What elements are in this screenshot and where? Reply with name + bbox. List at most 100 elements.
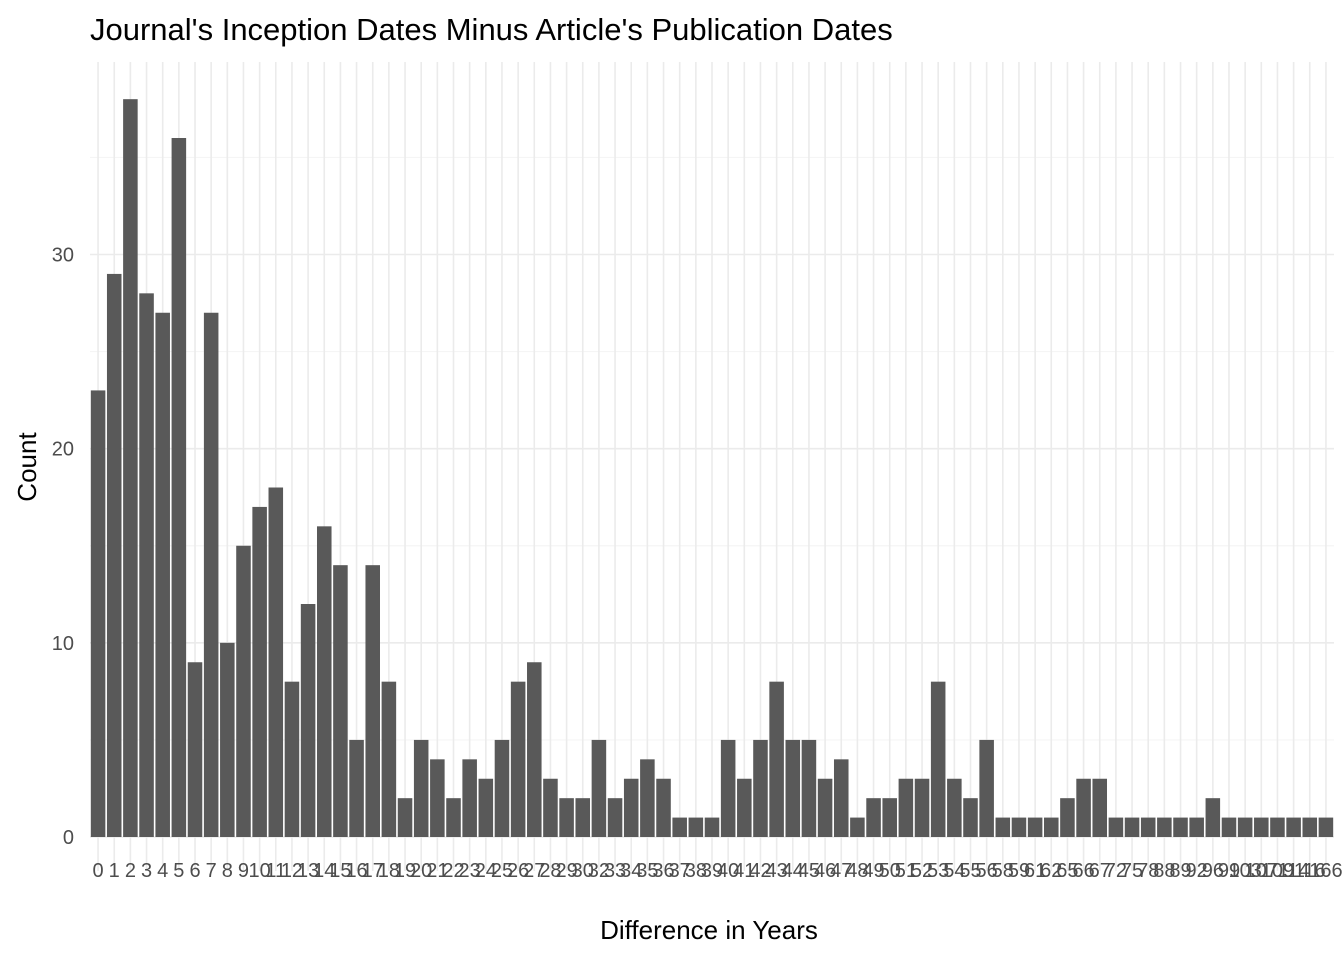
x-tick-label: 4 bbox=[157, 860, 168, 882]
x-tick-label: 29 bbox=[555, 860, 577, 882]
y-axis-title: Count bbox=[12, 432, 42, 502]
x-tick-label: 56 bbox=[976, 860, 998, 882]
bar bbox=[510, 681, 526, 837]
x-tick-label: 49 bbox=[862, 860, 884, 882]
bar bbox=[753, 739, 768, 837]
bar bbox=[1092, 778, 1108, 837]
x-tick-label: 8 bbox=[222, 860, 233, 882]
bar bbox=[607, 798, 623, 837]
x-tick-label: 13 bbox=[297, 860, 319, 882]
bar bbox=[123, 99, 138, 838]
x-tick-label: 6 bbox=[189, 860, 200, 882]
bar bbox=[575, 798, 591, 837]
x-tick-label: 44 bbox=[782, 860, 804, 882]
bar bbox=[785, 739, 801, 837]
bar bbox=[1124, 817, 1140, 837]
bar bbox=[656, 778, 671, 837]
bar bbox=[203, 312, 219, 837]
x-tick-label: 46 bbox=[814, 860, 836, 882]
x-tick-label: 65 bbox=[1056, 860, 1078, 882]
bar bbox=[704, 817, 720, 837]
bar bbox=[462, 759, 477, 837]
bar bbox=[1011, 817, 1027, 837]
x-tick-label: 50 bbox=[879, 860, 901, 882]
x-tick-label: 14 bbox=[313, 860, 335, 882]
x-tick-label: 89 bbox=[1169, 860, 1191, 882]
chart-title: Journal's Inception Dates Minus Article'… bbox=[90, 12, 893, 47]
x-tick-label: 75 bbox=[1121, 860, 1143, 882]
x-tick-label: 61 bbox=[1024, 860, 1046, 882]
bar bbox=[333, 565, 348, 837]
bar bbox=[381, 681, 397, 837]
bar bbox=[979, 739, 994, 837]
bar bbox=[833, 759, 849, 837]
x-tick-label: 5 bbox=[173, 860, 184, 882]
x-tick-label: 35 bbox=[636, 860, 658, 882]
x-tick-label: 55 bbox=[959, 860, 981, 882]
x-tick-label: 114 bbox=[1278, 860, 1310, 882]
x-tick-label: 166 bbox=[1309, 860, 1342, 882]
x-axis-title: Difference in Years bbox=[600, 915, 818, 945]
bar bbox=[769, 681, 784, 837]
bar bbox=[413, 739, 429, 837]
x-tick-label: 33 bbox=[604, 860, 626, 882]
x-tick-label: 28 bbox=[539, 860, 561, 882]
x-tick-label: 15 bbox=[329, 860, 351, 882]
x-tick-label: 19 bbox=[394, 860, 416, 882]
bar bbox=[882, 798, 897, 837]
x-tick-label: 22 bbox=[442, 860, 464, 882]
x-tick-label: 30 bbox=[572, 860, 594, 882]
x-tick-label: 41 bbox=[733, 860, 755, 882]
bar bbox=[430, 759, 445, 837]
bar bbox=[591, 739, 607, 837]
y-tick-label: 10 bbox=[52, 633, 74, 655]
x-tick-label: 99 bbox=[1218, 860, 1240, 882]
bar bbox=[300, 604, 316, 837]
bar bbox=[1254, 817, 1269, 837]
bar bbox=[1318, 817, 1334, 837]
bar bbox=[106, 273, 122, 837]
y-tick-labels: 0 10 20 30 bbox=[52, 245, 74, 850]
x-tick-label: 17 bbox=[362, 860, 384, 882]
bar bbox=[316, 526, 332, 837]
x-tick-labels: 0 1 2 3 4 5 6 7 8 9 101112131415161718192021222324… bbox=[93, 860, 1343, 882]
x-tick-label: 16 bbox=[345, 860, 367, 882]
y-tick-label: 30 bbox=[52, 245, 74, 267]
bar bbox=[672, 817, 687, 837]
x-tick-label: 103 bbox=[1228, 860, 1261, 882]
bar bbox=[817, 778, 833, 837]
x-tick-label: 18 bbox=[378, 860, 400, 882]
bar bbox=[559, 798, 574, 837]
bar bbox=[284, 681, 300, 837]
bar bbox=[720, 739, 736, 837]
x-tick-label: 3 bbox=[141, 860, 152, 882]
x-tick-label: 20 bbox=[410, 860, 432, 882]
x-tick-label: 88 bbox=[1153, 860, 1175, 882]
x-tick-label: 58 bbox=[992, 860, 1014, 882]
bar bbox=[1221, 817, 1237, 837]
bar bbox=[850, 817, 865, 837]
x-tick-label: 51 bbox=[895, 860, 917, 882]
x-tick-label: 59 bbox=[1008, 860, 1030, 882]
bar bbox=[1302, 817, 1318, 837]
x-tick-label: 10 bbox=[249, 860, 271, 882]
x-tick-label: 25 bbox=[491, 860, 513, 882]
bar bbox=[914, 778, 930, 837]
bar bbox=[1189, 817, 1204, 837]
bar bbox=[268, 487, 284, 837]
x-tick-label: 53 bbox=[927, 860, 949, 882]
x-tick-label: 23 bbox=[459, 860, 481, 882]
y-tick-label: 0 bbox=[63, 827, 74, 849]
x-tick-label: 116 bbox=[1294, 860, 1326, 882]
x-tick-label: 40 bbox=[717, 860, 739, 882]
bars bbox=[90, 99, 1334, 838]
bar bbox=[139, 293, 154, 838]
bar bbox=[737, 778, 752, 837]
bar bbox=[1173, 817, 1188, 837]
bar bbox=[640, 759, 655, 837]
x-tick-label: 48 bbox=[846, 860, 868, 882]
bar bbox=[1205, 798, 1221, 837]
bar bbox=[446, 798, 461, 837]
